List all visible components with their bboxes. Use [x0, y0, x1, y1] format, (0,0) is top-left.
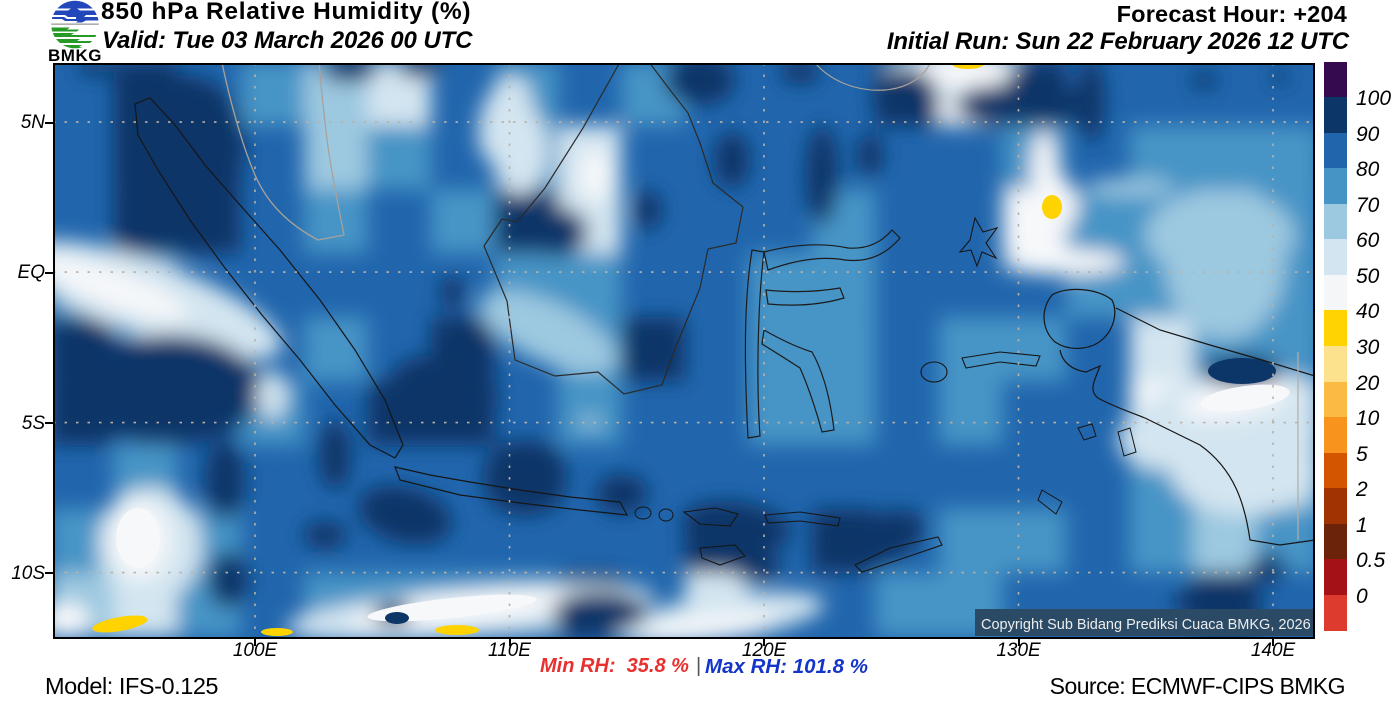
svg-text:Copyright Sub Bidang Prediksi: Copyright Sub Bidang Prediksi Cuaca BMKG… — [981, 617, 1311, 633]
svg-text:BMKG: BMKG — [48, 46, 102, 63]
